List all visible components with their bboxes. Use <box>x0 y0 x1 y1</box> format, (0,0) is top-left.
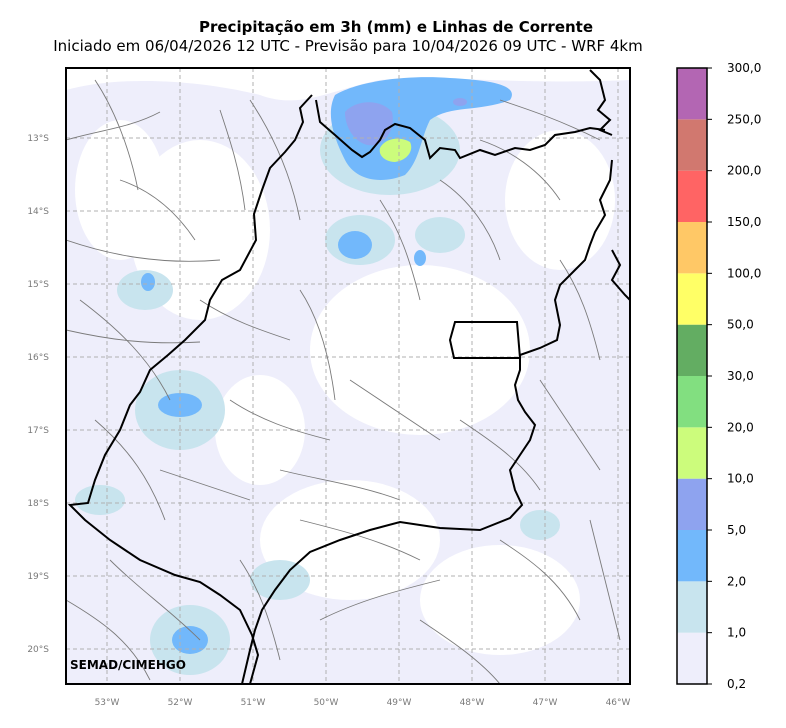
colorbar-label: 10,0 <box>727 472 754 486</box>
colorbar-segment <box>677 530 707 582</box>
precipitation-field <box>66 77 630 684</box>
lat-label: 13°S <box>27 134 49 144</box>
lon-label: 53°W <box>95 698 120 708</box>
colorbar-segment <box>677 478 707 530</box>
colorbar-label: 2,0 <box>727 574 746 588</box>
latitude-labels: 13°S 14°S 15°S 16°S 17°S 18°S 19°S 20°S <box>27 134 49 655</box>
lat-label: 19°S <box>27 572 49 582</box>
lat-label: 15°S <box>27 280 49 290</box>
colorbar-segment <box>677 632 707 684</box>
colorbar-segment <box>677 427 707 479</box>
lon-label: 46°W <box>606 698 631 708</box>
colorbar-label: 1,0 <box>727 626 746 640</box>
chart-subtitle: Iniciado em 06/04/2026 12 UTC - Previsão… <box>53 37 643 55</box>
state-borders <box>67 69 631 685</box>
colorbar-segment <box>677 222 707 274</box>
colorbar-segment <box>677 376 707 428</box>
lon-label: 52°W <box>168 698 193 708</box>
colorbar-label: 30,0 <box>727 369 754 383</box>
colorbar-labels: 0,2 1,0 2,0 5,0 10,0 20,0 30,0 50,0 100,0 150,0 20… <box>727 61 761 691</box>
lon-label: 51°W <box>241 698 266 708</box>
colorbar-segment <box>677 170 707 222</box>
colorbar-label: 300,0 <box>727 61 761 75</box>
colorbar-segment <box>677 119 707 171</box>
lat-label: 20°S <box>27 645 49 655</box>
lat-label: 14°S <box>27 207 49 217</box>
colorbar-label: 100,0 <box>727 266 761 280</box>
colorbar-label: 5,0 <box>727 523 746 537</box>
colorbar-label: 150,0 <box>727 215 761 229</box>
chart-title: Precipitação em 3h (mm) e Linhas de Corr… <box>198 18 594 36</box>
colorbar-segment <box>677 68 707 120</box>
colorbar-label: 250,0 <box>727 112 761 126</box>
colorbar-label: 20,0 <box>727 420 754 434</box>
colorbar-label: 50,0 <box>727 318 754 332</box>
lat-label: 17°S <box>27 426 49 436</box>
credit-label: SEMAD/CIMEHGO <box>70 658 186 672</box>
lon-label: 47°W <box>533 698 558 708</box>
longitude-labels: 53°W 52°W 51°W 50°W 49°W 48°W 47°W 46°W <box>95 698 631 708</box>
lat-label: 16°S <box>27 353 49 363</box>
colorbar-segment <box>677 273 707 325</box>
colorbar-segment <box>677 324 707 376</box>
colorbar <box>676 67 712 685</box>
lon-label: 48°W <box>460 698 485 708</box>
colorbar-label: 200,0 <box>727 164 761 178</box>
streamlines <box>66 79 621 684</box>
lon-label: 50°W <box>314 698 339 708</box>
graticule <box>66 68 630 684</box>
colorbar-segment <box>677 581 707 633</box>
map-frame <box>65 67 631 685</box>
colorbar-label: 0,2 <box>727 677 746 691</box>
lon-label: 49°W <box>387 698 412 708</box>
lat-label: 18°S <box>27 499 49 509</box>
